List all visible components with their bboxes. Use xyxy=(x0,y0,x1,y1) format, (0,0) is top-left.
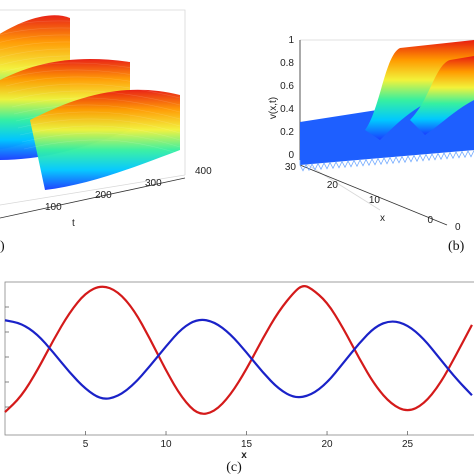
panel-a-mesh-line xyxy=(0,55,181,71)
panel-b-x-tick-label: 0 xyxy=(427,215,433,226)
panel-b-z-tick-label: 0.6 xyxy=(280,81,294,92)
panel-a-mesh-line xyxy=(0,41,181,57)
panel-b-z-tick-label: 0.4 xyxy=(280,104,294,115)
panel-c-red-series-line xyxy=(4,284,473,415)
panel-c-x-ticks: 5 10 15 20 25 xyxy=(5,306,414,450)
panel-c-blue-series-line xyxy=(4,318,473,400)
panel-a-grid-box xyxy=(0,9,186,206)
panel-a-mesh-line xyxy=(0,48,181,64)
panel-c-plot-frame xyxy=(4,281,474,436)
panel-b-front-edge xyxy=(299,150,474,172)
panel-a-mesh-line xyxy=(11,97,181,113)
panel-a-surface-plot: 100 200 300 400 t ) xyxy=(0,9,212,254)
panel-b-surface xyxy=(299,40,474,172)
panel-a-mesh-line xyxy=(9,90,181,106)
panel-b-caption: (b) xyxy=(448,239,465,254)
panel-a-t-tick-label: 400 xyxy=(195,166,212,177)
panel-c-x-tick-label: 5 xyxy=(83,439,89,450)
panel-a-t-tick-label: 300 xyxy=(145,178,162,189)
panel-a-mesh-line xyxy=(15,111,181,127)
panel-b-ridge xyxy=(410,56,474,135)
panel-a-t-axis xyxy=(0,177,186,219)
panel-a-mesh-line xyxy=(23,139,181,155)
panel-a-mesh-line xyxy=(0,34,181,50)
panel-c-x-axis-label: x xyxy=(241,450,247,461)
panel-b-z-tick-label: 1 xyxy=(288,35,294,46)
panel-b-z-axis-label: v(x,t) xyxy=(268,97,279,119)
panel-c-line-plot: 5 10 15 20 25 x (c) xyxy=(4,281,474,474)
panel-a-mesh-line xyxy=(0,20,181,36)
panel-a-ridge xyxy=(30,89,180,190)
panel-b-x-tick-label: 10 xyxy=(369,195,381,206)
panel-a-t-tick-label: 200 xyxy=(95,190,112,201)
panel-b-surface-plot: 1 0.8 0.6 0.4 0.2 0 30 20 10 0 v(x,t) x 0 (b) xyxy=(268,35,474,254)
panel-a-t-ticks: 100 200 300 400 xyxy=(45,166,212,213)
panel-c-lines xyxy=(4,284,473,415)
panel-a-mesh-line xyxy=(7,83,181,99)
panel-a-t-tick-label: 100 xyxy=(45,202,62,213)
panel-c-caption: (c) xyxy=(226,460,242,474)
panel-b-z-ticks: 1 0.8 0.6 0.4 0.2 0 xyxy=(280,35,294,161)
panel-a-mesh-line xyxy=(21,132,181,148)
panel-c-x-tick-label: 20 xyxy=(321,439,333,450)
panel-a-axes xyxy=(0,9,186,219)
panel-b-z-tick-label: 0.2 xyxy=(280,127,294,138)
panel-a-surface xyxy=(0,15,181,190)
panel-c-x-tick-label: 25 xyxy=(402,439,414,450)
panel-a-mesh-line xyxy=(13,104,181,120)
panel-a-caption: ) xyxy=(0,239,5,254)
panel-a-mesh-line xyxy=(17,118,181,134)
panel-a-mesh-line xyxy=(5,76,181,92)
panel-b-z-tick-label: 0 xyxy=(288,150,294,161)
panel-b-x-axis xyxy=(299,164,448,226)
panel-b-x-tick-label: 30 xyxy=(285,162,297,173)
panel-b-x-axis-label: x xyxy=(380,213,385,224)
panel-b-x-tick-label: 20 xyxy=(327,180,339,191)
panel-a-mesh-line xyxy=(19,125,181,141)
panel-c-x-tick-label: 15 xyxy=(241,439,253,450)
panel-a-t-axis-label: t xyxy=(72,218,75,229)
panel-a-mesh-line xyxy=(1,62,181,78)
panel-a-mesh-line xyxy=(0,27,181,43)
panel-a-mesh-line xyxy=(3,69,181,85)
panel-c-x-tick-label: 10 xyxy=(160,439,172,450)
panel-b-x-ticks: 30 20 10 0 xyxy=(285,162,434,226)
panel-b-t-tick-label: 0 xyxy=(455,222,461,233)
panel-b-z-tick-label: 0.8 xyxy=(280,58,294,69)
